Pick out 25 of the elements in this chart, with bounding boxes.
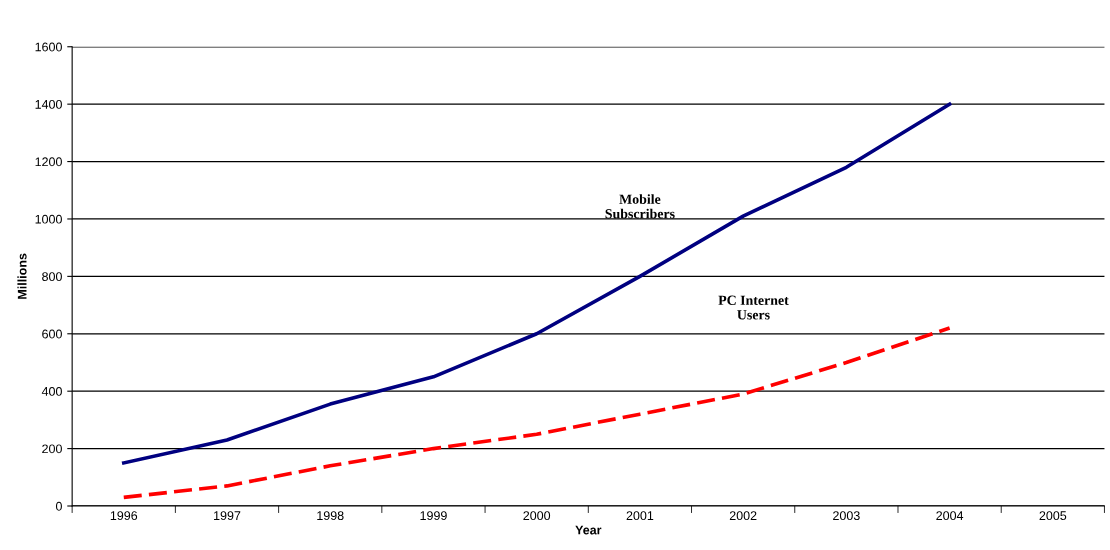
x-tick-label: 2001 bbox=[626, 511, 654, 521]
y-tick-label: 1000 bbox=[35, 214, 62, 224]
y-tick-label: 1600 bbox=[35, 42, 62, 52]
x-tick-label: 2004 bbox=[936, 511, 964, 521]
y-tick-label: 0 bbox=[55, 501, 62, 511]
x-tick-label: 2000 bbox=[523, 511, 551, 521]
x-tick-label: 2005 bbox=[1039, 511, 1067, 521]
x-axis-title: Year bbox=[575, 525, 602, 535]
y-tick-label: 1400 bbox=[35, 99, 62, 109]
y-tick-label: 200 bbox=[42, 444, 62, 454]
line-series bbox=[121, 102, 952, 465]
x-tick-label: 1997 bbox=[214, 511, 241, 521]
x-tick-label: 2003 bbox=[833, 511, 860, 521]
y-tick-label: 1200 bbox=[35, 157, 62, 167]
annotation: PC Internet Users bbox=[718, 295, 789, 320]
x-tick-label: 1996 bbox=[110, 511, 138, 521]
x-tick-label: 1999 bbox=[420, 511, 447, 521]
y-tick-label: 600 bbox=[42, 329, 62, 339]
y-tick-label: 400 bbox=[41, 386, 62, 396]
line-series bbox=[121, 326, 952, 500]
annotation: Mobile Subscribers bbox=[605, 194, 675, 219]
x-tick-label: 2002 bbox=[729, 511, 757, 521]
x-tick-label: 1998 bbox=[317, 511, 344, 521]
y-tick-label: 800 bbox=[42, 272, 62, 282]
y-axis-title: Millions bbox=[17, 253, 27, 299]
